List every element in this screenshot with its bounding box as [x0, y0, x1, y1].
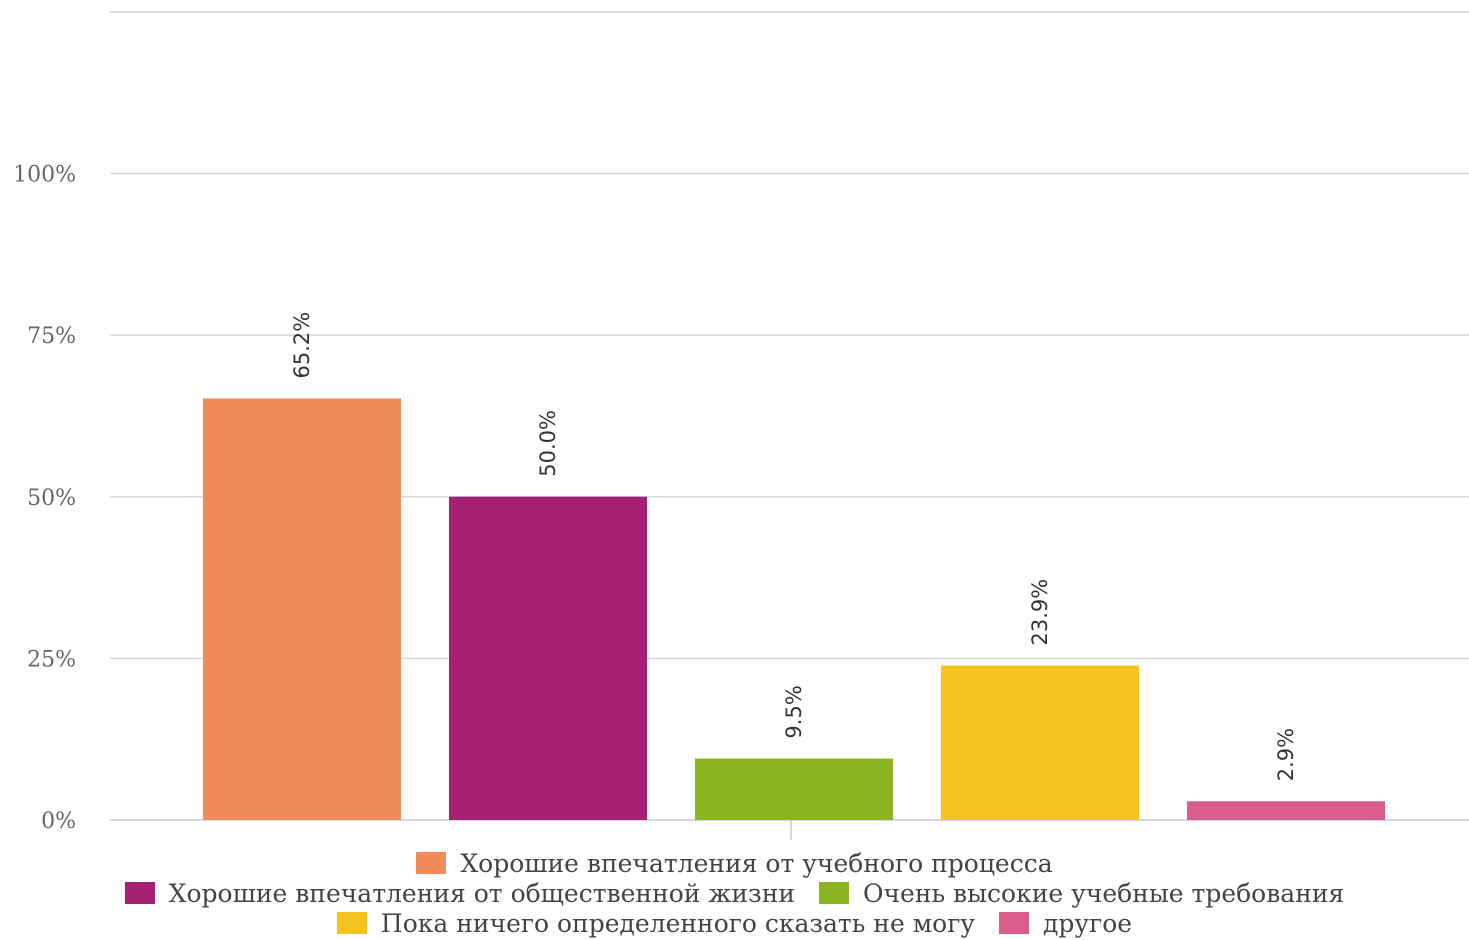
legend-label: Хорошие впечатления от общественной жизн…: [168, 878, 796, 908]
y-tick-label: 0%: [41, 809, 76, 834]
legend-label: Хорошие впечатления от учебного процесса: [460, 848, 1053, 878]
legend-row: Пока ничего определенного сказать не мог…: [0, 908, 1469, 938]
bars: [203, 398, 1385, 820]
data-label: 23.9%: [1028, 579, 1052, 646]
legend-label: Пока ничего определенного сказать не мог…: [380, 908, 976, 938]
legend-item[interactable]: Пока ничего определенного сказать не мог…: [336, 908, 976, 938]
y-tick-label: 75%: [27, 324, 76, 349]
legend-row: Хорошие впечатления от общественной жизн…: [0, 878, 1469, 908]
bar: [695, 758, 893, 820]
data-labels: 65.2% 50.0% 9.5% 23.9% 2.9%: [290, 312, 1298, 781]
legend-item[interactable]: другое: [999, 909, 1132, 938]
data-label: 2.9%: [1274, 728, 1298, 781]
legend-item[interactable]: Очень высокие учебные требования: [819, 879, 1344, 908]
y-tick-label: 100%: [13, 163, 76, 188]
y-axis: 0% 25% 50% 75% 100%: [13, 163, 76, 835]
legend-label: Очень высокие учебные требования: [863, 878, 1345, 908]
legend-label: другое: [1043, 908, 1133, 938]
legend-swatch: [819, 882, 850, 904]
bar: [1187, 801, 1385, 820]
data-label: 50.0%: [536, 410, 560, 477]
legend-row: Хорошие впечатления от учебного процесса: [0, 848, 1469, 878]
data-label: 65.2%: [290, 312, 314, 379]
bar: [203, 398, 401, 820]
y-tick-label: 25%: [27, 647, 76, 672]
data-label: 9.5%: [782, 685, 806, 738]
y-tick-label: 50%: [27, 486, 76, 511]
legend: Хорошие впечатления от учебного процесса…: [0, 848, 1469, 938]
legend-item[interactable]: Хорошие впечатления от общественной жизн…: [124, 878, 796, 908]
bar-chart: 0% 25% 50% 75% 100% 65.2% 50.0% 9.5% 23.9% 2.9%: [13, 11, 1469, 840]
legend-swatch: [416, 852, 447, 874]
bar: [449, 496, 647, 820]
legend-swatch: [999, 912, 1030, 934]
legend-swatch: [336, 912, 367, 934]
legend-item[interactable]: Хорошие впечатления от учебного процесса: [416, 848, 1053, 878]
bar: [941, 665, 1139, 820]
legend-swatch: [124, 882, 155, 904]
